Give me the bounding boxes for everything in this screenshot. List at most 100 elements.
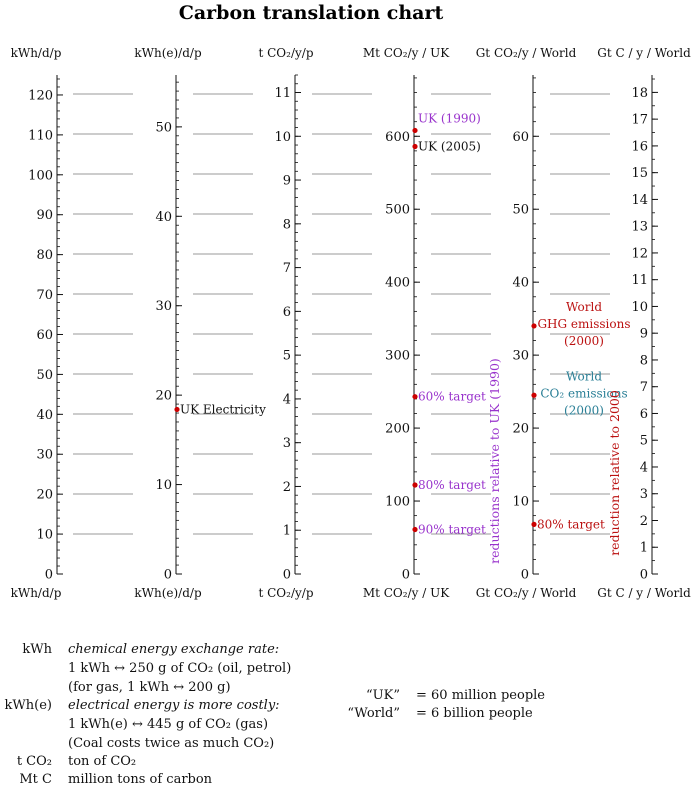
tick-label-kwhe: 50 xyxy=(155,120,172,135)
annotation-label: CO₂ emissions xyxy=(540,386,627,400)
tick-label-gtco2: 10 xyxy=(512,495,529,510)
people-world-name: “World” xyxy=(347,706,400,721)
annotation-label: World xyxy=(566,300,602,314)
tick-label-mtco2: 300 xyxy=(385,349,410,364)
annotation-point xyxy=(531,392,537,398)
tick-label-kwh: 80 xyxy=(36,248,53,263)
legend-key-kwhe: kWh(e) xyxy=(4,698,52,713)
tick-label-kwh: 50 xyxy=(36,368,53,383)
chart-title: Carbon translation chart xyxy=(179,2,444,24)
annotation-label: 80% target xyxy=(418,478,486,492)
legend-kwhe-line-2: 1 kWh(e) ↔ 445 g of CO₂ (gas) xyxy=(68,717,269,732)
axis-label-bottom-kwh: kWh/d/p xyxy=(11,586,62,600)
tick-label-tco2: 7 xyxy=(283,261,291,276)
axis-label-top-gtc: Gt C / y / World xyxy=(597,46,691,60)
tick-label-gtco2: 0 xyxy=(521,568,529,583)
tick-label-tco2: 5 xyxy=(283,349,291,364)
legend-kwh-text: chemical energy exchange rate: 1 kWh ↔ 2… xyxy=(68,640,291,697)
tick-label-tco2: 3 xyxy=(283,436,291,451)
tick-label-kwh: 10 xyxy=(36,528,53,543)
axis-label-bottom-tco2: t CO₂/y/p xyxy=(258,586,313,600)
tick-label-gtc: 16 xyxy=(631,139,648,154)
people-world: “World” = 6 billion people xyxy=(330,704,590,723)
rotated-label-uk-reduction: reductions relative to UK (1990) xyxy=(487,358,502,564)
tick-label-gtc: 17 xyxy=(631,113,648,128)
tick-label-tco2: 11 xyxy=(274,86,291,101)
tick-label-kwh: 90 xyxy=(36,208,53,223)
tick-label-gtc: 15 xyxy=(631,166,648,181)
tick-label-gtco2: 50 xyxy=(512,203,529,218)
tick-label-kwhe: 10 xyxy=(155,478,172,493)
tick-label-gtc: 14 xyxy=(631,193,648,208)
tick-label-gtc: 6 xyxy=(640,407,648,422)
tick-label-gtc: 3 xyxy=(640,487,648,502)
annotation-label: GHG emissions xyxy=(537,317,630,331)
legend-key-kwh: kWh xyxy=(22,642,52,657)
tick-label-mtco2: 0 xyxy=(402,568,410,583)
legend-kwh-line-1: chemical energy exchange rate: xyxy=(68,642,280,657)
legend-kwh-line-3: (for gas, 1 kWh ↔ 200 g) xyxy=(68,680,231,695)
tick-label-tco2: 0 xyxy=(283,568,291,583)
tick-label-kwhe: 40 xyxy=(155,210,172,225)
tick-label-tco2: 4 xyxy=(283,392,291,407)
people-uk-name: “UK” xyxy=(366,688,400,703)
tick-label-kwh: 40 xyxy=(36,408,53,423)
annotation-point xyxy=(531,521,537,527)
rotated-label-world-reduction: reduction relative to 2000 xyxy=(607,390,622,556)
annotation-label: UK (2005) xyxy=(418,139,481,153)
tick-label-kwh: 110 xyxy=(28,128,53,143)
tick-label-gtc: 0 xyxy=(640,568,648,583)
axis-label-bottom-mtco2: Mt CO₂/y / UK xyxy=(363,586,450,600)
tick-label-kwhe: 0 xyxy=(164,568,172,583)
axis-label-top-tco2: t CO₂/y/p xyxy=(258,46,313,60)
tick-label-gtc: 13 xyxy=(631,220,648,235)
tick-label-mtco2: 400 xyxy=(385,276,410,291)
tick-label-mtco2: 100 xyxy=(385,495,410,510)
population-definitions: “UK” = 60 million people “World” = 6 bil… xyxy=(330,686,590,726)
annotation-point xyxy=(412,482,418,488)
tick-label-gtc: 12 xyxy=(631,246,648,261)
axis-label-bottom-kwhe: kWh(e)/d/p xyxy=(134,586,202,600)
tick-label-kwh: 60 xyxy=(36,328,53,343)
tick-label-tco2: 8 xyxy=(283,217,291,232)
tick-label-gtco2: 60 xyxy=(512,130,529,145)
legend-tco2-line-1: ton of CO₂ xyxy=(68,754,137,769)
annotation-point xyxy=(174,406,180,413)
legend-kwhe-line-1: electrical energy is more costly: xyxy=(68,698,280,713)
tick-label-gtc: 1 xyxy=(640,541,648,556)
annotation-point xyxy=(412,526,418,533)
legend-key-mtc: Mt C xyxy=(19,772,52,787)
tick-label-kwh: 70 xyxy=(36,288,53,303)
annotation-point xyxy=(531,323,537,329)
legend-kwhe-line-3: (Coal costs twice as much CO₂) xyxy=(68,736,275,751)
tick-label-kwh: 30 xyxy=(36,448,53,463)
tick-label-gtc: 18 xyxy=(631,86,648,101)
axis-label-top-kwh: kWh/d/p xyxy=(11,46,62,60)
legend-kwhe-text: electrical energy is more costly: 1 kWh(… xyxy=(68,696,280,753)
tick-label-gtc: 9 xyxy=(640,327,648,342)
axis-label-top-mtco2: Mt CO₂/y / UK xyxy=(363,46,450,60)
tick-label-kwh: 120 xyxy=(28,88,53,103)
tick-label-gtco2: 20 xyxy=(512,422,529,437)
annotation-label: 60% target xyxy=(418,390,486,404)
annotation-label: UK (1990) xyxy=(418,111,481,125)
tick-label-kwh: 100 xyxy=(28,168,53,183)
axis-label-bottom-gtc: Gt C / y / World xyxy=(597,586,691,600)
annotation-label: (2000) xyxy=(564,403,604,417)
tick-label-gtc: 8 xyxy=(640,353,648,368)
tick-label-kwhe: 20 xyxy=(155,389,172,404)
tick-label-kwhe: 30 xyxy=(155,299,172,314)
tick-label-kwh: 20 xyxy=(36,488,53,503)
annotation-label: 80% target xyxy=(537,517,605,531)
tick-label-gtc: 10 xyxy=(631,300,648,315)
tick-label-gtc: 11 xyxy=(631,273,648,288)
axes-layer: 0102030405060708090100110120kWh/d/pkWh/d… xyxy=(11,46,691,600)
axis-label-top-kwhe: kWh(e)/d/p xyxy=(134,46,202,60)
annotation-point xyxy=(412,127,418,134)
tick-label-tco2: 6 xyxy=(283,305,291,320)
tick-label-tco2: 1 xyxy=(283,524,291,539)
legend-mtc-line-1: million tons of carbon xyxy=(68,772,213,787)
tick-label-tco2: 10 xyxy=(274,130,291,145)
tick-label-tco2: 2 xyxy=(283,480,291,495)
